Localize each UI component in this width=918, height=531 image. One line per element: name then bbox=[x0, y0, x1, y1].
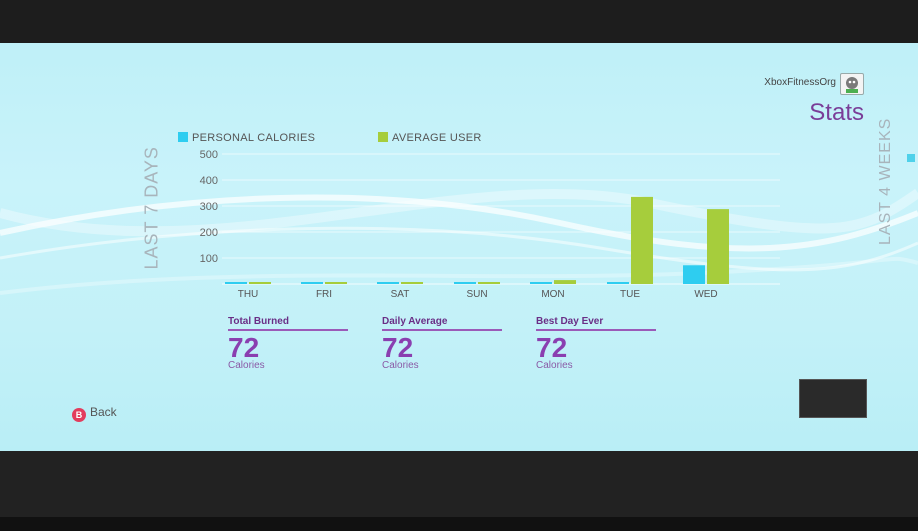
x-tick-label: THU bbox=[238, 289, 259, 300]
stat-label: Daily Average bbox=[382, 316, 502, 331]
x-tick-label: SUN bbox=[466, 289, 487, 300]
stat-unit: Calories bbox=[382, 360, 419, 371]
back-label: Back bbox=[90, 405, 117, 419]
bottom-letterbox bbox=[0, 451, 918, 531]
legend-label-average: AVERAGE USER bbox=[392, 132, 482, 144]
bar-average-wed bbox=[707, 209, 729, 284]
video-thumbnail bbox=[799, 379, 867, 418]
legend-label-personal: PERSONAL CALORIES bbox=[192, 132, 316, 144]
y-tick-label: 200 bbox=[200, 227, 218, 239]
stat-daily-average: Daily Average 72 Calories bbox=[382, 316, 502, 371]
y-tick-label: 300 bbox=[200, 201, 218, 213]
bar-personal-sat bbox=[377, 282, 399, 284]
bar-personal-mon bbox=[530, 282, 552, 284]
legend-swatch-personal bbox=[178, 132, 188, 142]
stat-label: Total Burned bbox=[228, 316, 348, 331]
stats-screen: XboxFitnessOrg Stats LAST 7 DAYS LAST 4 … bbox=[0, 43, 918, 451]
x-tick-label: MON bbox=[541, 289, 564, 300]
stat-best-day-ever: Best Day Ever 72 Calories bbox=[536, 316, 656, 371]
bar-average-sat bbox=[401, 282, 423, 284]
bar-personal-sun bbox=[454, 282, 476, 284]
bar-average-sun bbox=[478, 282, 500, 284]
avatar[interactable] bbox=[840, 73, 864, 95]
stat-value: 72 bbox=[382, 332, 414, 363]
x-tick-label: FRI bbox=[316, 289, 332, 300]
bar-personal-fri bbox=[301, 282, 323, 284]
bar-average-fri bbox=[325, 282, 347, 284]
bar-average-tue bbox=[631, 196, 653, 284]
gamertag: XboxFitnessOrg bbox=[764, 77, 836, 88]
background-waves bbox=[0, 188, 918, 295]
legend-personal-calories: PERSONAL CALORIES bbox=[178, 132, 315, 144]
bar-average-mon bbox=[554, 280, 576, 284]
stat-value: 72 bbox=[536, 332, 568, 363]
x-tick-label: WED bbox=[694, 289, 717, 300]
bar-personal-thu bbox=[225, 282, 247, 284]
y-tick-label: 400 bbox=[200, 175, 218, 187]
bar-average-thu bbox=[249, 282, 271, 284]
page-title: Stats bbox=[809, 99, 864, 126]
stat-total-burned: Total Burned 72 Calories bbox=[228, 316, 348, 371]
avatar-icon bbox=[846, 77, 858, 93]
back-button[interactable]: B Back bbox=[72, 405, 117, 422]
y-tick-label: 100 bbox=[200, 253, 218, 265]
x-tick-label: SAT bbox=[391, 289, 410, 300]
top-letterbox bbox=[0, 0, 918, 43]
scroll-indicator bbox=[907, 154, 915, 162]
legend-swatch-average bbox=[378, 132, 388, 142]
stat-unit: Calories bbox=[536, 360, 573, 371]
calories-chart: 100 200 300 400 500 THU FRI SAT SUN MON TUE WED bbox=[200, 149, 780, 300]
b-button-icon: B bbox=[72, 408, 86, 422]
bar-personal-wed bbox=[683, 265, 705, 284]
y-tick-label: 500 bbox=[200, 149, 218, 161]
stat-value: 72 bbox=[228, 332, 260, 363]
legend-average-user: AVERAGE USER bbox=[378, 132, 482, 144]
bar-personal-tue bbox=[607, 282, 629, 284]
x-tick-label: TUE bbox=[620, 289, 640, 300]
stat-label: Best Day Ever bbox=[536, 316, 656, 331]
stat-unit: Calories bbox=[228, 360, 265, 371]
